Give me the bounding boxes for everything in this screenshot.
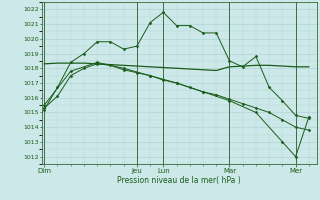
X-axis label: Pression niveau de la mer( hPa ): Pression niveau de la mer( hPa )	[117, 176, 241, 185]
